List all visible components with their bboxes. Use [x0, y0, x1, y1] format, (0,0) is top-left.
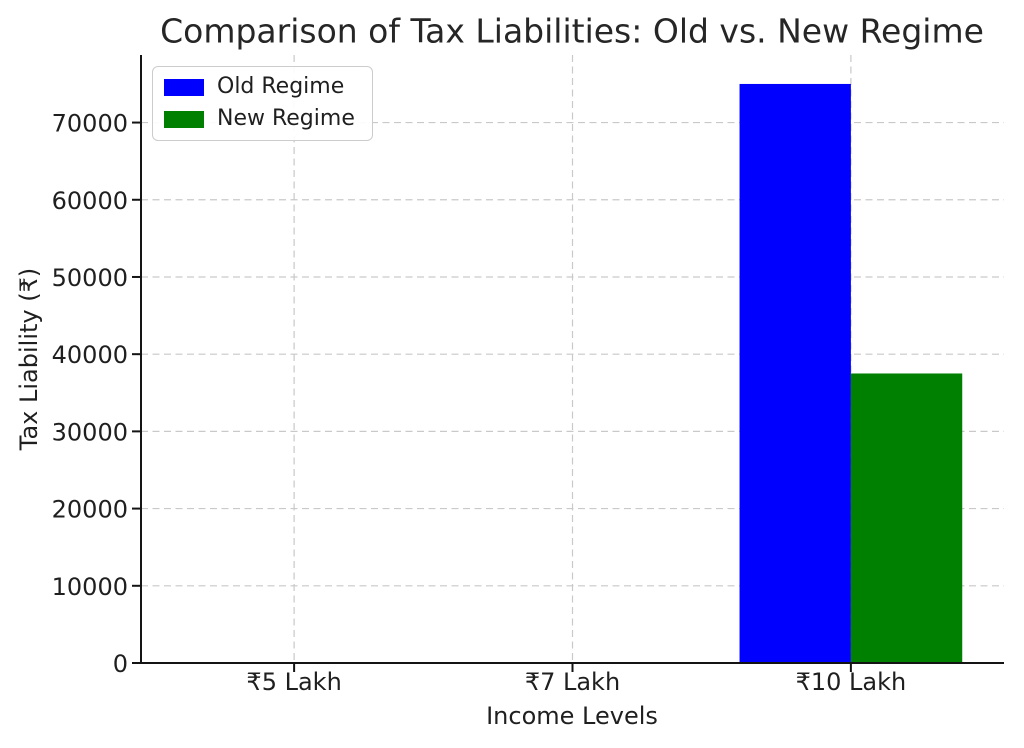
legend-swatch-old-regime: [164, 78, 204, 96]
bar-old-regime--10-lakh: [739, 83, 851, 663]
chart-title: Comparison of Tax Liabilities: Old vs. N…: [160, 11, 984, 51]
legend-label: Old Regime: [217, 74, 345, 99]
y-tick-label: 20000: [52, 496, 128, 524]
y-tick-label: 10000: [52, 573, 128, 601]
x-tick-label: ₹7 Lakh: [525, 668, 620, 696]
bar-new-regime--10-lakh: [850, 373, 963, 663]
x-tick-label: ₹5 Lakh: [246, 668, 341, 696]
x-axis-label: Income Levels: [486, 702, 658, 730]
y-tick-label: 40000: [52, 341, 128, 369]
legend-label: New Regime: [217, 106, 355, 131]
y-tick-label: 50000: [52, 264, 128, 292]
legend-item-new-regime: New Regime: [164, 108, 355, 130]
y-tick-label: 30000: [52, 418, 128, 446]
legend: Old Regime New Regime: [152, 66, 373, 141]
y-tick-label: 70000: [52, 110, 128, 138]
y-axis-label: Tax Liability (₹): [15, 267, 43, 451]
legend-item-old-regime: Old Regime: [164, 76, 355, 98]
y-tick-label: 0: [113, 650, 128, 678]
x-tick-label: ₹10 Lakh: [796, 668, 907, 696]
y-tick-label: 60000: [52, 187, 128, 215]
legend-swatch-new-regime: [164, 110, 204, 128]
